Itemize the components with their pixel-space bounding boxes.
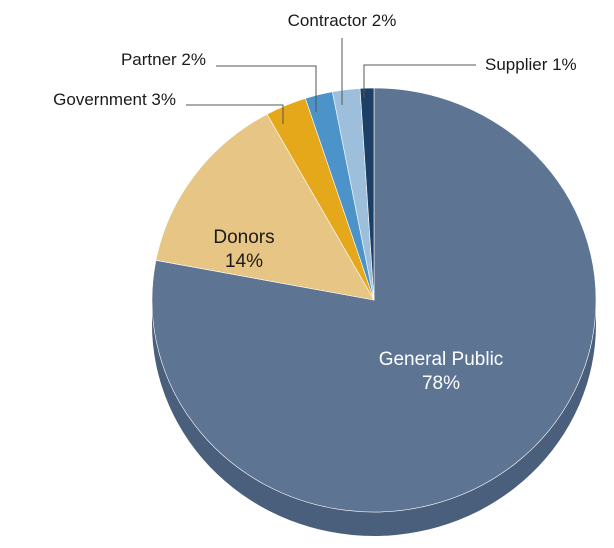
label-contractor: Contractor 2%: [288, 11, 397, 30]
label-donors-name: Donors: [213, 227, 274, 248]
leader-supplier: [363, 64, 476, 98]
label-general-public: General Public 78%: [379, 349, 504, 394]
label-partner: Partner 2%: [121, 50, 206, 69]
label-donors: Donors 14%: [213, 227, 274, 272]
label-donors-value: 14%: [225, 251, 263, 272]
label-general-public-name: General Public: [379, 349, 504, 370]
slice-donors: [155, 113, 375, 301]
label-general-public-value: 78%: [422, 373, 460, 394]
slice-labels: General Public 78% Donors 14% Government 3% P…: [53, 11, 577, 394]
label-supplier: Supplier 1%: [485, 55, 577, 74]
pie-slices: [151, 87, 597, 513]
leader-government: [186, 104, 284, 124]
leader-lines: [186, 38, 476, 124]
label-government: Government 3%: [53, 90, 176, 109]
slice-supplier: [359, 87, 375, 301]
leader-partner: [216, 65, 317, 112]
